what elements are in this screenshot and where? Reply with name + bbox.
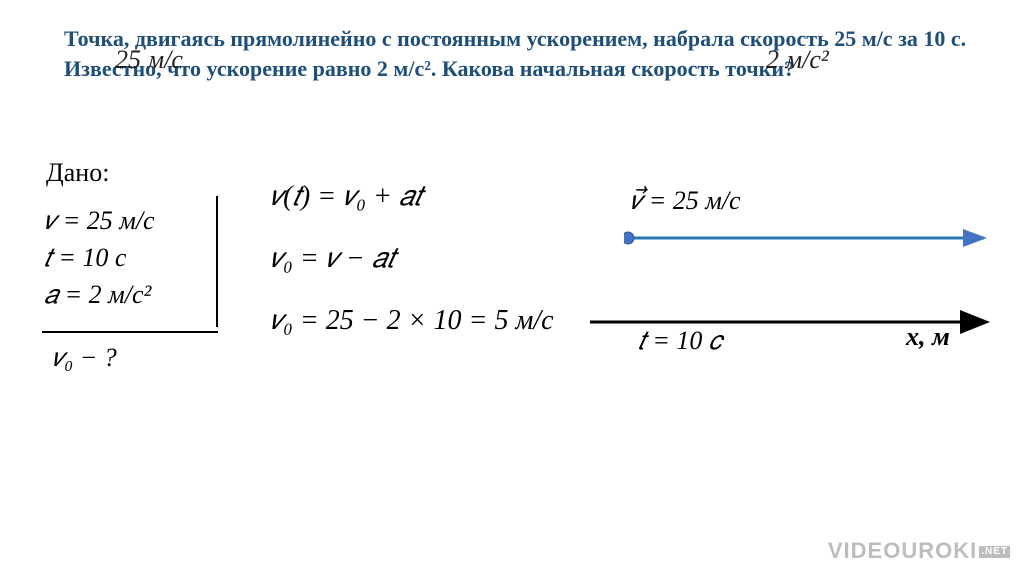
given-v: 𝑣 = 25 м/с — [44, 206, 198, 237]
given-label: Дано: — [42, 158, 242, 188]
velocity-arrow — [624, 226, 1004, 250]
overlay-speed: 25 м/с — [115, 45, 183, 75]
given-divider — [42, 331, 218, 333]
watermark-suffix: .NET — [979, 546, 1010, 558]
x-axis-label: х, м — [906, 322, 950, 352]
watermark: VIDEOUROKI.NET — [828, 538, 1010, 564]
given-block: Дано: 𝑣 = 25 м/с 𝑡 = 10 с 𝑎 = 2 м/с² 𝑣₀ … — [42, 158, 242, 378]
given-a: 𝑎 = 2 м/с² — [44, 280, 198, 311]
given-t: 𝑡 = 10 с — [44, 243, 198, 274]
vector-diagram: 𝑣⃗ = 25 м/с 𝑡 = 10 𝑐 х, м — [590, 186, 1000, 386]
velocity-arrow-origin-point — [624, 232, 634, 244]
problem-title: Точка, двигаясь прямолинейно с постоянны… — [64, 24, 994, 83]
given-find: 𝑣₀ − ? — [42, 339, 242, 378]
overlay-accel: 2 м/с² — [766, 45, 829, 75]
velocity-vector-label: 𝑣⃗ = 25 м/с — [630, 186, 741, 217]
watermark-text: VIDEOUROKI — [828, 538, 977, 563]
given-vars: 𝑣 = 25 м/с 𝑡 = 10 с 𝑎 = 2 м/с² — [42, 196, 218, 327]
time-label: 𝑡 = 10 𝑐 — [638, 326, 722, 357]
